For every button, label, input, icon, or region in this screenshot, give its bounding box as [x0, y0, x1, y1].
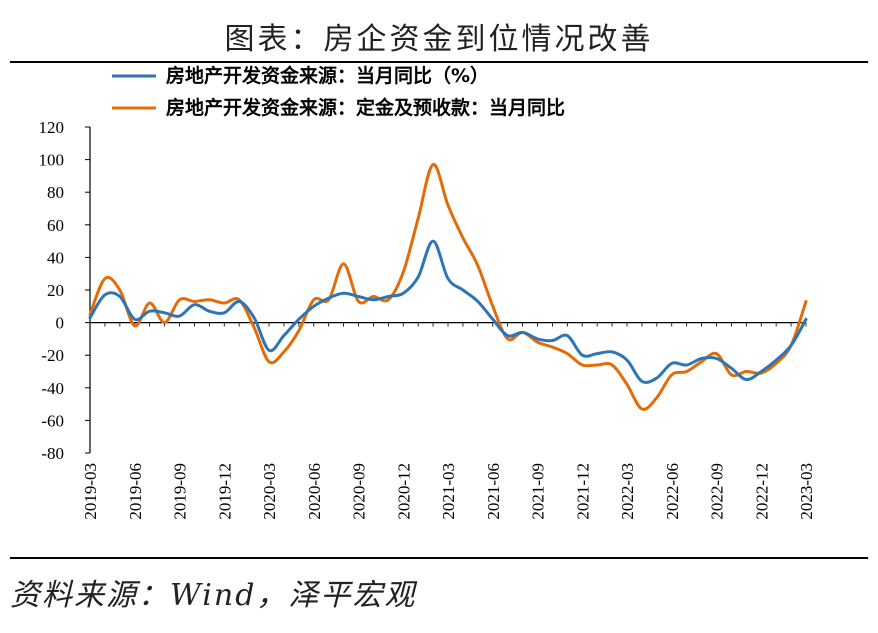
x-tick-label: 2019-06: [126, 463, 145, 520]
source-note: 资料来源：Wind，泽平宏观: [10, 578, 417, 613]
x-axis: 2019-03 2019-06 2019-09 2019-12 2020-03 2020-…: [81, 322, 816, 520]
plot-area: [88, 162, 808, 411]
y-tick-label: -80: [41, 444, 64, 463]
y-tick-label: 60: [47, 216, 64, 235]
x-tick-label: 2023-03: [797, 463, 816, 520]
y-tick-label: 20: [47, 281, 64, 300]
x-tick-label: 2019-09: [171, 463, 190, 520]
y-tick-label: -20: [41, 346, 64, 365]
x-tick-label: 2019-12: [215, 463, 234, 520]
legend-label-2: 房地产开发资金来源：定金及预收款：当月同比: [166, 96, 565, 119]
page-title: 图表：房企资金到位情况改善: [224, 22, 654, 57]
y-axis: 120 100 80 60 40 20 0 -20 -40 -60 -80: [39, 118, 91, 463]
x-tick-label: 2022-03: [618, 463, 637, 520]
series-line-2: [88, 162, 808, 411]
x-tick-label: 2020-06: [305, 463, 324, 520]
y-tick-label: 120: [39, 118, 65, 137]
x-tick-label: 2019-03: [81, 463, 100, 520]
x-tick-label: 2022-12: [752, 463, 771, 520]
x-tick-label: 2021-12: [573, 463, 592, 520]
x-tick-label: 2021-03: [439, 463, 458, 520]
series-line-1: [88, 239, 808, 384]
y-tick-label: -60: [41, 411, 64, 430]
y-tick-label: 40: [47, 248, 64, 267]
x-tick-label: 2021-06: [484, 463, 503, 520]
chart-legend: 房地产开发资金来源：当月同比（%） 房地产开发资金来源：定金及预收款：当月同比: [112, 64, 565, 119]
y-tick-label: -40: [41, 379, 64, 398]
legend-label-1: 房地产开发资金来源：当月同比（%）: [166, 64, 489, 87]
y-tick-label: 100: [39, 151, 65, 170]
x-tick-label: 2020-09: [350, 463, 369, 520]
x-tick-label: 2020-03: [260, 463, 279, 520]
bottom-rule: [10, 557, 868, 559]
x-tick-label: 2022-06: [663, 463, 682, 520]
top-rule: [10, 61, 868, 63]
y-tick-label: 80: [47, 183, 64, 202]
x-tick-label: 2022-09: [708, 463, 727, 520]
x-tick-label: 2020-12: [394, 463, 413, 520]
x-tick-label: 2021-09: [529, 463, 548, 520]
y-tick-label: 0: [56, 314, 65, 333]
